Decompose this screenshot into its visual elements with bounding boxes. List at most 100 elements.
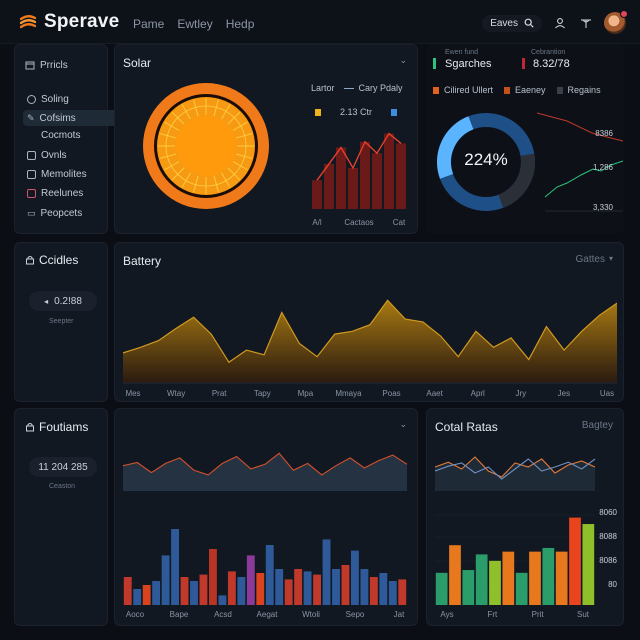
sun-ray <box>164 160 180 171</box>
nav-item-ewtley[interactable]: Ewtley <box>177 17 213 31</box>
battery-title: Battery <box>123 254 162 268</box>
cotal-line <box>434 456 596 478</box>
summary-value-b: 8.32/78 <box>533 58 570 70</box>
square-icon <box>27 150 36 160</box>
solar-bar <box>372 153 382 209</box>
sidebar-header-label: Prricls <box>40 59 68 71</box>
cotal-dropdown[interactable]: Bagtey <box>581 420 613 431</box>
foutiams-bar <box>161 555 170 605</box>
sidebar: Prricls Soling ✎ Cofsims Cocmots Ovnls Me… <box>14 44 119 234</box>
sidebar-item-cofsims[interactable]: ✎ Cofsims <box>23 110 119 126</box>
search-label: Eaves <box>490 17 518 29</box>
sidebar-item-label: Soling <box>41 93 69 105</box>
ccidles-stat[interactable]: ◂ 0.2!88 <box>29 291 97 311</box>
sun-ray <box>220 172 231 188</box>
sun-ray <box>213 175 220 193</box>
legend-swatch <box>504 86 511 94</box>
foutiams-x-tick: Jat <box>394 610 405 619</box>
cotal-y-tick: 8060 <box>599 508 617 517</box>
battery-x-tick: Prat <box>212 389 227 398</box>
foutiams-bar <box>341 565 350 605</box>
chevron-down-icon[interactable]: ⌄ <box>399 55 407 65</box>
square-icon <box>27 169 36 179</box>
sun-ray <box>227 111 241 125</box>
foutiams-bar <box>351 550 359 605</box>
sun-ray <box>159 153 177 160</box>
cotal-y-tick: 8088 <box>599 532 617 541</box>
foutiams-bar <box>218 595 227 605</box>
sidebar-item-label: Peopcets <box>40 207 83 219</box>
sidebar-item-memolites[interactable]: Memolites <box>23 166 119 182</box>
notification-badge <box>620 10 628 18</box>
foutiams-bar <box>123 577 132 605</box>
solar-bar <box>336 147 346 209</box>
foutiams-bar <box>190 581 198 605</box>
lock-icon <box>26 256 34 265</box>
app-name: Sperave <box>44 11 120 32</box>
legend-swatch <box>556 86 563 94</box>
foutiams-x-tick: Bape <box>170 610 189 619</box>
foutiams-bar <box>369 577 378 605</box>
sidebar-item-peopcets[interactable]: ▭ Peopcets <box>23 205 119 221</box>
solar-bar <box>384 133 394 209</box>
solar-bar <box>324 163 334 209</box>
sidebar-header[interactable]: Prricls <box>21 57 117 73</box>
battery-x-tick: Jes <box>558 389 570 398</box>
chevron-down-icon[interactable]: ⌄ <box>399 419 407 429</box>
circle-icon <box>27 94 36 104</box>
battery-x-tick: Mpa <box>298 389 314 398</box>
cotal-combo-chart: 8060 8088 8086 80 Ays Frt Prit Sut <box>434 456 618 619</box>
summary-label-b: Cebrantion <box>531 49 566 56</box>
user-icon <box>555 18 565 29</box>
folder-icon: ▭ <box>27 207 36 218</box>
app-logo[interactable]: Sperave <box>18 11 119 33</box>
avatar[interactable] <box>604 10 628 34</box>
edit-icon: ✎ <box>27 112 35 123</box>
sidebar-item-reelunes[interactable]: Reelunes <box>23 185 119 201</box>
sun-ring-line <box>165 105 247 187</box>
sidebar-item-ovnls[interactable]: Ovnls <box>23 147 119 163</box>
sun-ray <box>171 167 185 181</box>
foutiams-bar <box>152 581 161 605</box>
logo-icon <box>19 15 37 29</box>
cotal-bar <box>489 560 501 605</box>
foutiams-x-tick: Aoco <box>126 610 145 619</box>
foutiams-bar <box>265 545 274 605</box>
sun-ray <box>235 153 253 160</box>
sun-core <box>176 116 236 176</box>
foutiams-x-tick: Acsd <box>214 610 232 619</box>
battery-x-tick: Mes <box>125 389 140 398</box>
notifications-button[interactable] <box>578 15 594 31</box>
search-button[interactable]: Eaves <box>482 14 542 32</box>
solar-title: Solar <box>123 56 152 70</box>
sun-ray <box>213 99 220 117</box>
solar-x-tick: Cactaos <box>344 218 373 227</box>
summary-y-label: 3,330 <box>592 203 613 212</box>
square-icon <box>27 188 36 198</box>
nav-item-help[interactable]: Hedp <box>225 17 255 31</box>
sun-gauge <box>143 83 269 209</box>
antenna-icon <box>581 19 591 28</box>
sidebar-item-label: Ovnls <box>41 149 67 161</box>
foutiams-bar <box>256 573 265 605</box>
foutiams-panel: ⌄ Aoco Bape Acsd Aegat Wtoli Sepo Jat <box>114 408 418 626</box>
solar-value: 2.13 Ctr <box>340 107 373 117</box>
battery-x-tick: Aaet <box>426 389 443 398</box>
solar-bar <box>396 143 406 209</box>
ccidles-title: Ccidles <box>39 253 79 267</box>
user-button[interactable] <box>552 15 568 31</box>
solar-bar <box>312 180 322 209</box>
cotal-bar <box>542 547 555 605</box>
solar-bar-chart: A/l Cactaos Cat <box>312 132 406 227</box>
summary-panel: Ewen fund Cebrantion Sgarches 8.32/78 Ci… <box>426 44 624 234</box>
foutiams-stat[interactable]: 11 204 285 <box>29 457 97 477</box>
legend-line <box>343 87 354 89</box>
summary-value-a: Sgarches <box>445 58 492 70</box>
sidebar-item-soling[interactable]: Soling <box>23 91 119 107</box>
battery-dropdown[interactable]: Gattes ▾ <box>576 254 613 265</box>
cotal-bar <box>475 554 488 605</box>
nav-item-home[interactable]: Pame <box>133 17 165 31</box>
sidebar-item-cocmots[interactable]: Cocmots <box>23 127 119 143</box>
foutiams-line <box>122 452 408 476</box>
cotal-x-tick: Frt <box>487 610 498 619</box>
